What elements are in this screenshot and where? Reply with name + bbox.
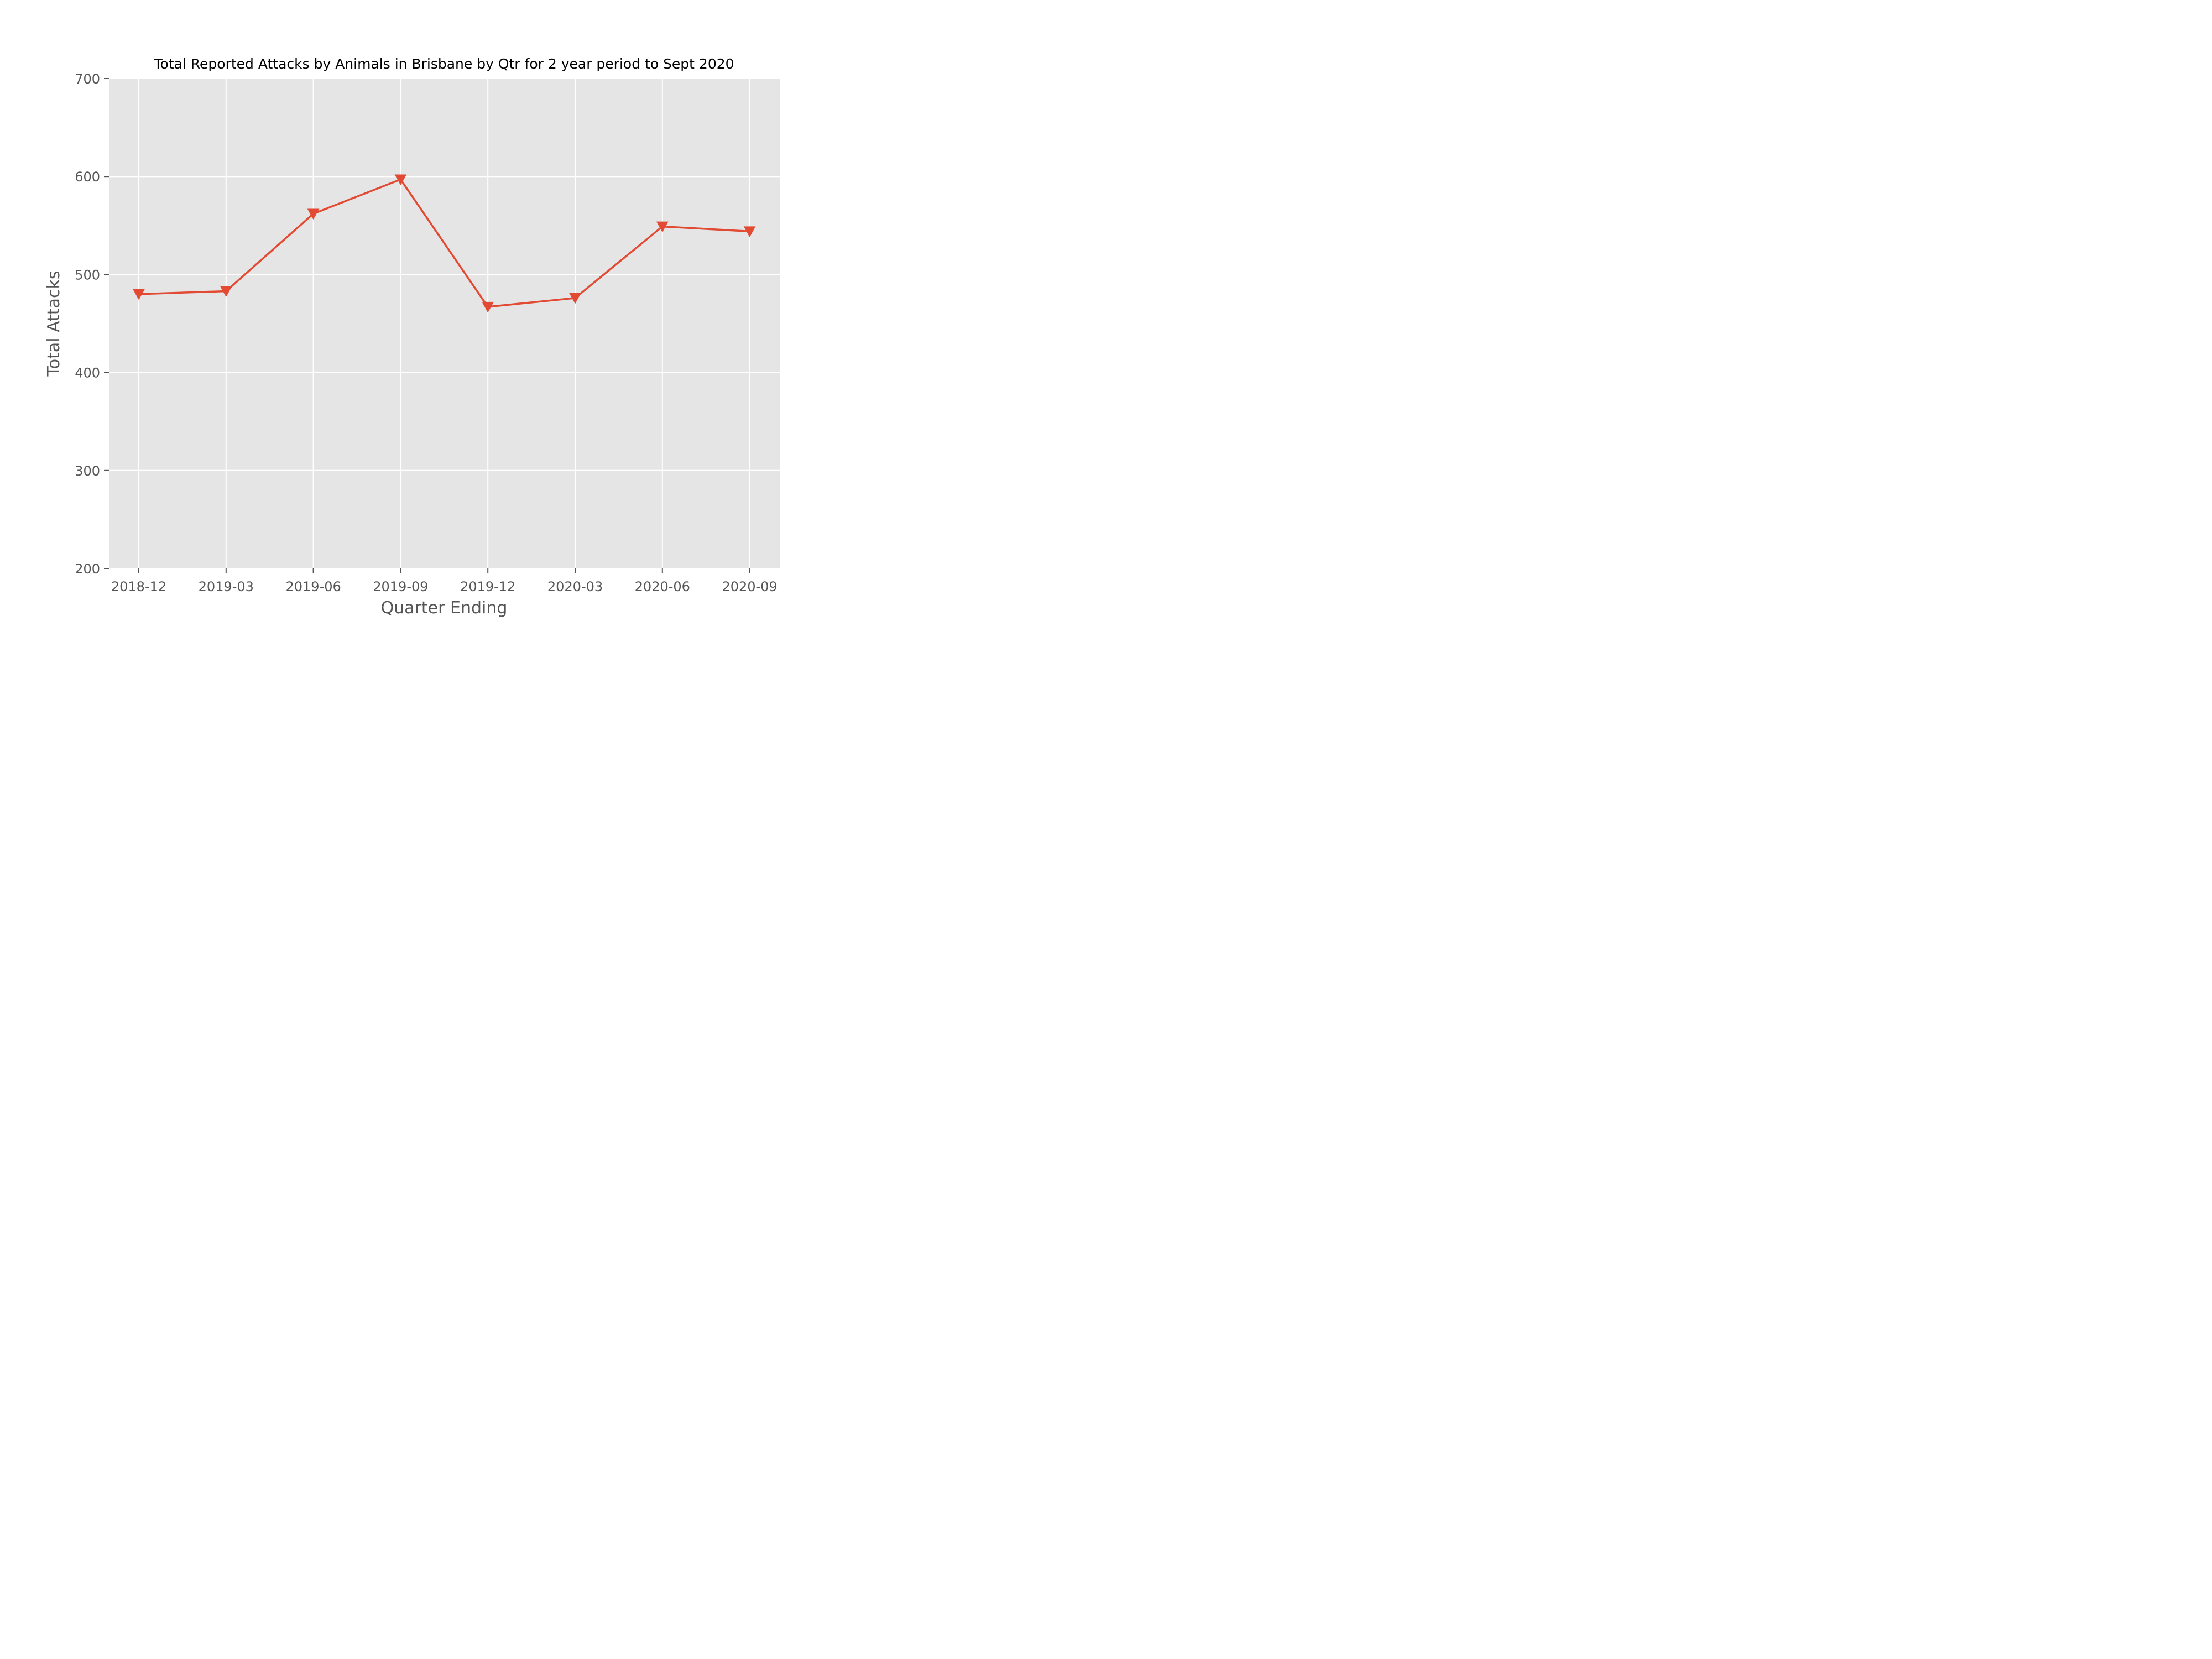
y-axis-label: Total Attacks <box>44 270 64 377</box>
series-line <box>138 178 750 308</box>
chart-title: Total Reported Attacks by Animals in Bri… <box>153 56 734 72</box>
data-point-marker <box>394 174 407 186</box>
y-tick-label: 500 <box>75 267 100 283</box>
x-tick-label: 2018-12 <box>111 579 166 594</box>
plot-area <box>109 79 780 568</box>
y-tick-label: 700 <box>75 71 100 87</box>
axis-ticks <box>104 78 750 573</box>
data-point-marker <box>133 289 145 300</box>
y-tick-label: 200 <box>75 561 100 577</box>
line-chart: 200 300 400 500 600 700 2018-12 2019-03 2019-06 2… <box>44 56 780 618</box>
data-point-marker <box>482 301 494 313</box>
data-series <box>133 174 756 313</box>
x-tick-label: 2019-06 <box>285 579 341 594</box>
x-axis-label: Quarter Ending <box>381 598 508 618</box>
y-tick-label: 600 <box>75 169 100 185</box>
y-tick-label: 400 <box>75 366 100 381</box>
x-tick-label: 2019-03 <box>199 579 254 594</box>
x-tick-label: 2020-09 <box>722 579 777 594</box>
y-tick-label: 300 <box>75 463 100 479</box>
data-point-marker <box>220 286 232 298</box>
data-point-marker <box>743 226 756 237</box>
x-tick-label: 2019-12 <box>460 579 515 594</box>
x-tick-label: 2020-03 <box>547 579 603 594</box>
data-point-marker <box>656 221 669 233</box>
x-tick-label: 2019-09 <box>373 579 428 594</box>
x-tick-label: 2020-06 <box>635 579 690 594</box>
data-point-marker <box>569 293 581 304</box>
grid-lines <box>109 78 780 569</box>
tick-labels: 200 300 400 500 600 700 2018-12 2019-03 2019-06 2… <box>75 71 778 594</box>
data-point-marker <box>307 208 320 220</box>
